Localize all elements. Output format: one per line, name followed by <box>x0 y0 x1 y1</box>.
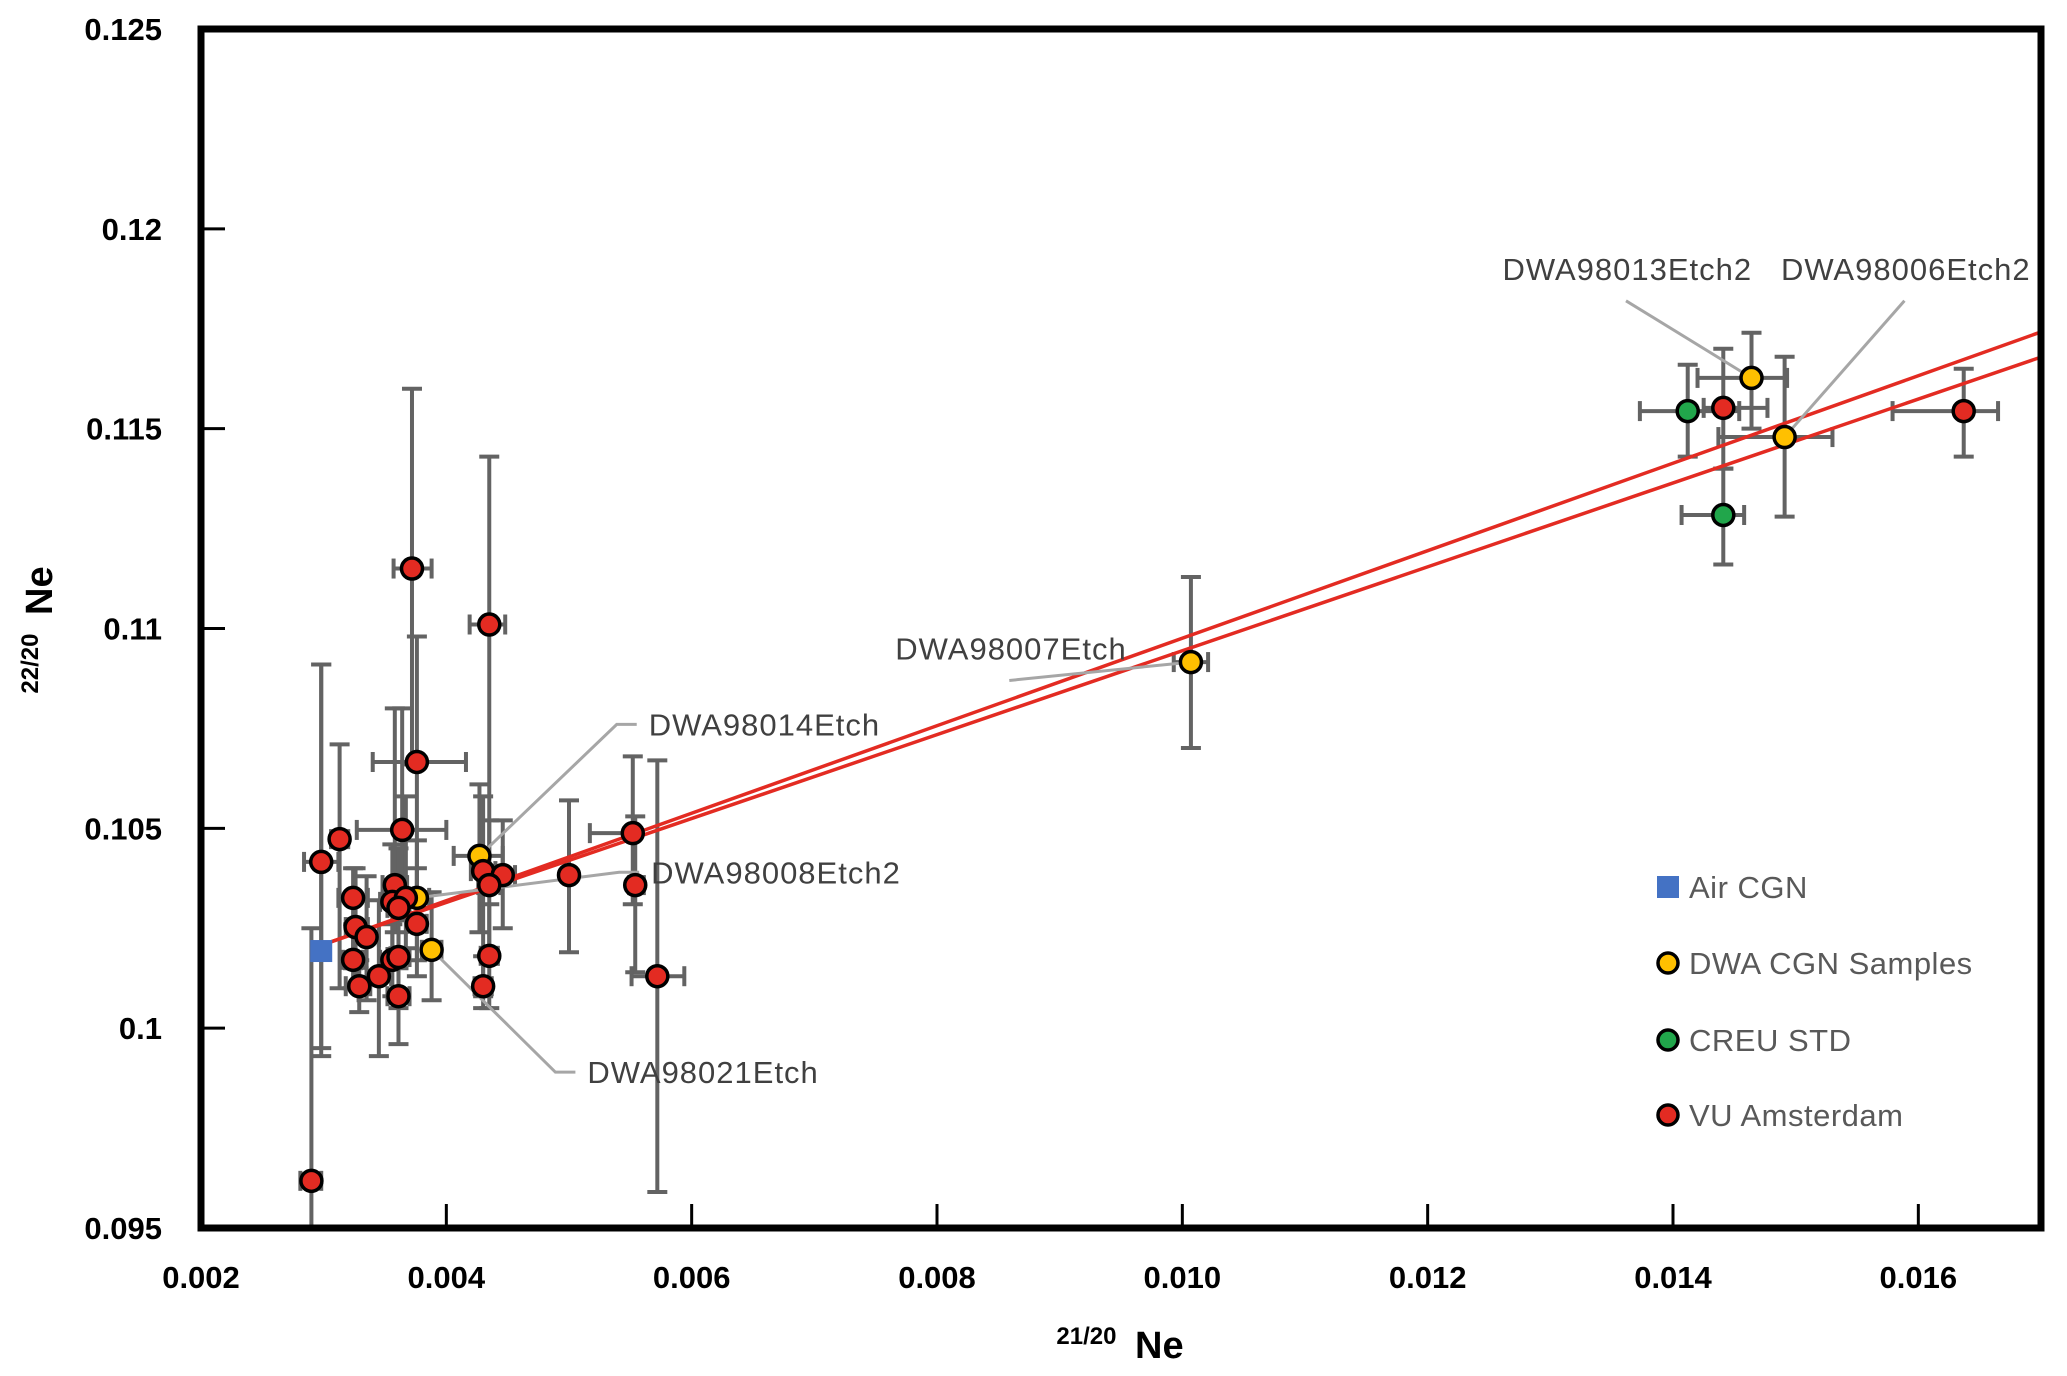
vu-amsterdam-point <box>346 973 372 999</box>
annotation-label: DWA98013Etch2 <box>1502 252 1752 287</box>
tick-labels: 0.002 0.004 0.006 0.008 0.010 0.012 0.014 0.016… <box>84 12 1957 1295</box>
error-bars <box>298 330 2001 1228</box>
y-axis-title: 22/20 Ne <box>5 566 61 693</box>
x-axis-title: 21/20 Ne <box>1056 1311 1183 1367</box>
vu-amsterdam-point <box>404 911 430 937</box>
creu-std-point <box>1711 502 1736 528</box>
y-tick-label: 0.1 <box>119 1011 162 1046</box>
y-axis-title-superscript: 22/20 <box>17 634 44 694</box>
dwa-cgn-samples-point <box>1178 649 1204 675</box>
vu-amsterdam-point <box>386 944 411 970</box>
creu-std-point <box>1675 398 1700 424</box>
legend-label: DWA CGN Samples <box>1689 946 1973 981</box>
vu-amsterdam-point <box>622 872 648 898</box>
dwa-cgn-samples-point <box>1772 424 1797 450</box>
legend-item: DWA CGN Samples <box>1656 946 1973 981</box>
fit-lower-line <box>330 355 2042 944</box>
vu-amsterdam-point <box>354 924 379 950</box>
dwa-cgn-samples-point <box>419 937 444 963</box>
vu-amsterdam-point <box>470 973 496 999</box>
x-tick-label: 0.014 <box>1634 1260 1712 1295</box>
annotation-label: DWA98007Etch <box>895 631 1126 666</box>
fit-lines <box>330 330 2042 944</box>
x-tick-label: 0.006 <box>653 1260 731 1295</box>
vu-amsterdam-point <box>308 849 334 875</box>
x-tick-label: 0.016 <box>1880 1260 1958 1295</box>
x-axis-title-main: Ne <box>1135 1325 1184 1367</box>
y-tick-label: 0.105 <box>84 811 162 846</box>
vu-amsterdam-point <box>399 556 425 581</box>
fit-upper-line <box>330 330 2042 944</box>
y-tick-label: 0.11 <box>103 612 162 647</box>
vu-amsterdam-point <box>386 983 411 1009</box>
legend-item: VU Amsterdam <box>1656 1098 1903 1133</box>
legend-marker-circle <box>1656 1103 1680 1127</box>
vu-amsterdam-point <box>1951 398 1976 424</box>
annotation-label: DWA98014Etch <box>649 707 880 742</box>
annotation-leader-line <box>478 722 637 857</box>
annotation-label: DWA98021Etch <box>587 1055 818 1090</box>
vu-amsterdam-point <box>299 1168 324 1194</box>
legend-marker-circle <box>1656 951 1680 975</box>
data-points <box>299 365 1976 1194</box>
dwa-cgn-samples-point <box>1739 365 1764 391</box>
vu-amsterdam-point <box>404 749 430 775</box>
annotation-leader-line <box>430 948 576 1074</box>
x-axis-title-superscript: 21/20 <box>1056 1323 1116 1350</box>
vu-amsterdam-point <box>1711 395 1736 421</box>
annotation-leader-line <box>1009 660 1192 682</box>
x-tick-label: 0.002 <box>162 1260 240 1295</box>
y-tick-label: 0.12 <box>102 212 162 247</box>
annotation-leader-line <box>1625 299 1753 380</box>
legend: Air CGN DWA CGN Samples CREU STD VU Amsterd… <box>1656 870 1973 1133</box>
vu-amsterdam-point <box>477 872 502 898</box>
vu-amsterdam-point <box>556 862 582 888</box>
vu-amsterdam-point <box>645 963 670 989</box>
vu-amsterdam-point <box>340 947 366 973</box>
vu-amsterdam-point <box>477 943 502 969</box>
error-bar <box>467 454 508 879</box>
annotation-label: DWA98006Etch2 <box>1781 252 2031 287</box>
x-tick-label: 0.010 <box>1144 1260 1222 1295</box>
annotation-label: DWA98008Etch2 <box>651 855 901 890</box>
error-bar <box>1890 366 2001 459</box>
vu-amsterdam-point <box>389 817 415 843</box>
legend-item: CREU STD <box>1656 1023 1851 1058</box>
vu-amsterdam-point <box>340 885 366 911</box>
y-axis-title-main: Ne <box>19 566 61 615</box>
vu-amsterdam-point <box>477 612 502 637</box>
annotations: DWA98014Etch DWA98008Etch2 DWA98021Etch DWA… <box>587 252 2031 1090</box>
legend-marker-square <box>1657 876 1679 898</box>
axis-ticks <box>201 227 1920 1228</box>
legend-label: VU Amsterdam <box>1689 1098 1903 1133</box>
x-tick-label: 0.008 <box>898 1260 976 1295</box>
legend-item: Air CGN <box>1657 870 1808 905</box>
vu-amsterdam-point <box>366 963 392 989</box>
annotation-leader-line <box>1783 299 1906 439</box>
vu-amsterdam-point <box>620 820 646 846</box>
y-tick-label: 0.125 <box>84 12 162 47</box>
vu-amsterdam-point <box>386 895 411 921</box>
y-tick-label: 0.115 <box>86 412 162 447</box>
legend-marker-circle <box>1656 1028 1680 1052</box>
x-tick-label: 0.004 <box>408 1260 486 1295</box>
legend-label: Air CGN <box>1689 870 1808 905</box>
legend-label: CREU STD <box>1689 1023 1851 1058</box>
x-tick-label: 0.012 <box>1389 1260 1467 1295</box>
vu-amsterdam-point <box>327 826 352 852</box>
y-tick-label: 0.095 <box>84 1211 162 1246</box>
air-cgn-point <box>310 940 333 963</box>
